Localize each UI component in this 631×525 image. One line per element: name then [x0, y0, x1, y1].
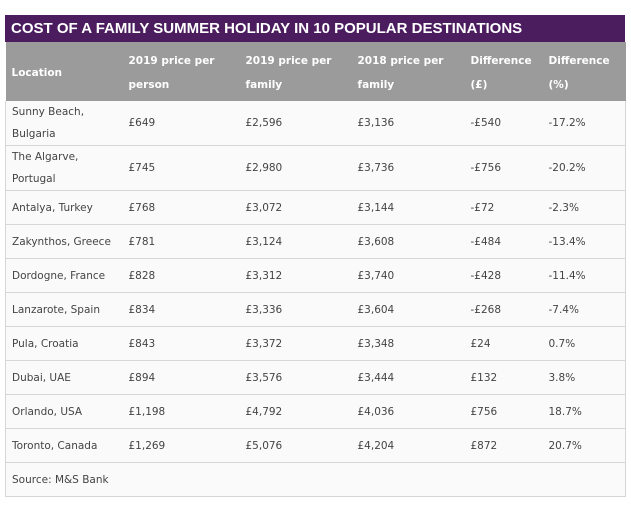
table-cell: Pula, Croatia [5, 326, 123, 361]
column-header: 2019 price per family [239, 42, 352, 101]
table-cell: £24 [464, 326, 543, 361]
table-cell: £3,576 [239, 360, 352, 395]
table-title: COST OF A FAMILY SUMMER HOLIDAY IN 10 PO… [5, 15, 625, 42]
column-header: Location [5, 42, 123, 101]
table-cell: £756 [464, 394, 543, 429]
table-cell: £3,608 [351, 224, 465, 259]
table-cell: £4,036 [351, 394, 465, 429]
table-cell: £3,144 [351, 190, 465, 225]
table-cell: £3,604 [351, 292, 465, 327]
column-header: 2019 price per person [122, 42, 240, 101]
table-cell: £3,124 [239, 224, 352, 259]
table-cell: £4,204 [351, 428, 465, 463]
table-body: Sunny Beach, Bulgaria £649 £2,596 £3,136 -£5… [5, 101, 626, 497]
table-row: Zakynthos, Greece £781 £3,124 £3,608 -£484 -1… [5, 224, 626, 259]
table-cell: 3.8% [542, 360, 626, 395]
table-cell: £828 [122, 258, 240, 293]
table-cell: £5,076 [239, 428, 352, 463]
table-cell: £3,312 [239, 258, 352, 293]
table-card: COST OF A FAMILY SUMMER HOLIDAY IN 10 PO… [5, 15, 626, 497]
table-cell: -13.4% [542, 224, 626, 259]
table-cell: Antalya, Turkey [5, 190, 123, 225]
table-cell: 20.7% [542, 428, 626, 463]
table-cell: £872 [464, 428, 543, 463]
table-cell: £3,348 [351, 326, 465, 361]
table-cell: £2,596 [239, 101, 352, 146]
table-cell: £1,198 [122, 394, 240, 429]
table-cell: 0.7% [542, 326, 626, 361]
table-cell: The Algarve, Portugal [5, 145, 123, 191]
table-cell: £3,136 [351, 101, 465, 146]
table-cell: -£268 [464, 292, 543, 327]
table-cell: £3,336 [239, 292, 352, 327]
table-cell: Toronto, Canada [5, 428, 123, 463]
table-cell: £768 [122, 190, 240, 225]
table-cell: Sunny Beach, Bulgaria [5, 101, 123, 146]
table-row: Dordogne, France £828 £3,312 £3,740 -£428 -11… [5, 258, 626, 293]
table-cell: £834 [122, 292, 240, 327]
table-cell: £4,792 [239, 394, 352, 429]
table-cell: -£756 [464, 145, 543, 191]
table-cell: £1,269 [122, 428, 240, 463]
table-cell: £3,736 [351, 145, 465, 191]
header-row: Location 2019 price per person 2019 price … [5, 42, 626, 101]
table-row: Antalya, Turkey £768 £3,072 £3,144 -£72 -2.3% [5, 190, 626, 225]
column-header: Difference (£) [464, 42, 543, 101]
table-cell: -20.2% [542, 145, 626, 191]
table-cell: £649 [122, 101, 240, 146]
source-note: Source: M&S Bank [5, 462, 626, 497]
table-row: Dubai, UAE £894 £3,576 £3,444 £132 3.8% [5, 360, 626, 395]
table-cell: £781 [122, 224, 240, 259]
table-cell: £3,740 [351, 258, 465, 293]
price-table: Location 2019 price per person 2019 price … [5, 42, 626, 497]
table-row: Pula, Croatia £843 £3,372 £3,348 £24 0.7% [5, 326, 626, 361]
table-cell: £745 [122, 145, 240, 191]
table-row: Orlando, USA £1,198 £4,792 £4,036 £756 18.7% [5, 394, 626, 429]
table-row: Sunny Beach, Bulgaria £649 £2,596 £3,136 -£5… [5, 101, 626, 146]
table-cell: £843 [122, 326, 240, 361]
table-cell: £894 [122, 360, 240, 395]
column-header: 2018 price per family [351, 42, 465, 101]
table-cell: £3,444 [351, 360, 465, 395]
table-cell: -11.4% [542, 258, 626, 293]
table-cell: -£540 [464, 101, 543, 146]
table-cell: £3,372 [239, 326, 352, 361]
table-cell: £2,980 [239, 145, 352, 191]
table-cell: -£428 [464, 258, 543, 293]
source-row: Source: M&S Bank [5, 462, 626, 497]
table-cell: Dordogne, France [5, 258, 123, 293]
table-cell: -17.2% [542, 101, 626, 146]
table-cell: £3,072 [239, 190, 352, 225]
table-row: Toronto, Canada £1,269 £5,076 £4,204 £872 20.… [5, 428, 626, 463]
table-cell: Lanzarote, Spain [5, 292, 123, 327]
column-header: Difference (%) [542, 42, 626, 101]
table-cell: Dubai, UAE [5, 360, 123, 395]
table-row: The Algarve, Portugal £745 £2,980 £3,736 -£7… [5, 145, 626, 191]
table-cell: -2.3% [542, 190, 626, 225]
table-cell: 18.7% [542, 394, 626, 429]
table-cell: -7.4% [542, 292, 626, 327]
table-cell: Orlando, USA [5, 394, 123, 429]
table-cell: Zakynthos, Greece [5, 224, 123, 259]
table-row: Lanzarote, Spain £834 £3,336 £3,604 -£268 -7.… [5, 292, 626, 327]
table-cell: -£72 [464, 190, 543, 225]
table-cell: £132 [464, 360, 543, 395]
table-cell: -£484 [464, 224, 543, 259]
